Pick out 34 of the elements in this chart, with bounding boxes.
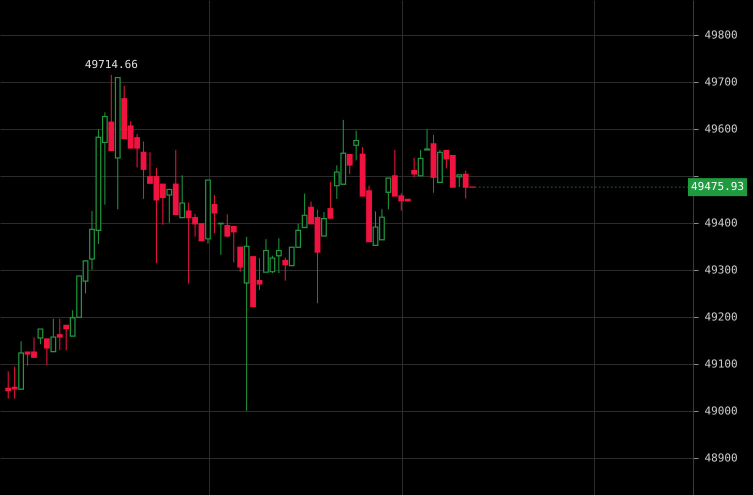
candlestick <box>140 140 146 200</box>
candlestick <box>346 154 353 174</box>
y-tick-label: 49600 <box>704 122 738 136</box>
candlestick <box>411 157 418 178</box>
ref-line-label: 49475.93 <box>691 180 744 194</box>
candlestick <box>418 149 424 176</box>
y-tick-label: 49000 <box>704 404 738 418</box>
y-tick-label: 48900 <box>704 451 738 464</box>
y-tick-label: 49200 <box>704 310 738 324</box>
candlestick <box>321 212 327 237</box>
y-tick-label: 49100 <box>704 357 738 370</box>
candlestick <box>44 338 50 366</box>
candlestick <box>237 246 244 272</box>
candlestick <box>282 257 288 282</box>
candlestick <box>276 238 282 274</box>
candlestick <box>179 174 186 218</box>
candlestick <box>212 194 218 234</box>
annotation: 49714.66 <box>84 58 138 71</box>
candlestick <box>456 174 462 188</box>
candlestick <box>385 178 392 210</box>
y-tick-label: 49300 <box>704 263 738 276</box>
y-tick-label: 49400 <box>704 216 738 230</box>
candlestick <box>302 193 308 228</box>
candlestick <box>353 130 360 161</box>
candlestick <box>327 181 334 219</box>
candlestick <box>424 128 430 151</box>
candlestick <box>166 188 172 224</box>
candlestick <box>218 222 224 256</box>
candlestick <box>38 328 44 345</box>
y-tick-label: 49800 <box>704 28 738 42</box>
candlestick <box>56 318 63 351</box>
candlestick <box>50 318 56 352</box>
y-tick-label: 49700 <box>704 75 738 88</box>
candlestick <box>63 324 70 351</box>
